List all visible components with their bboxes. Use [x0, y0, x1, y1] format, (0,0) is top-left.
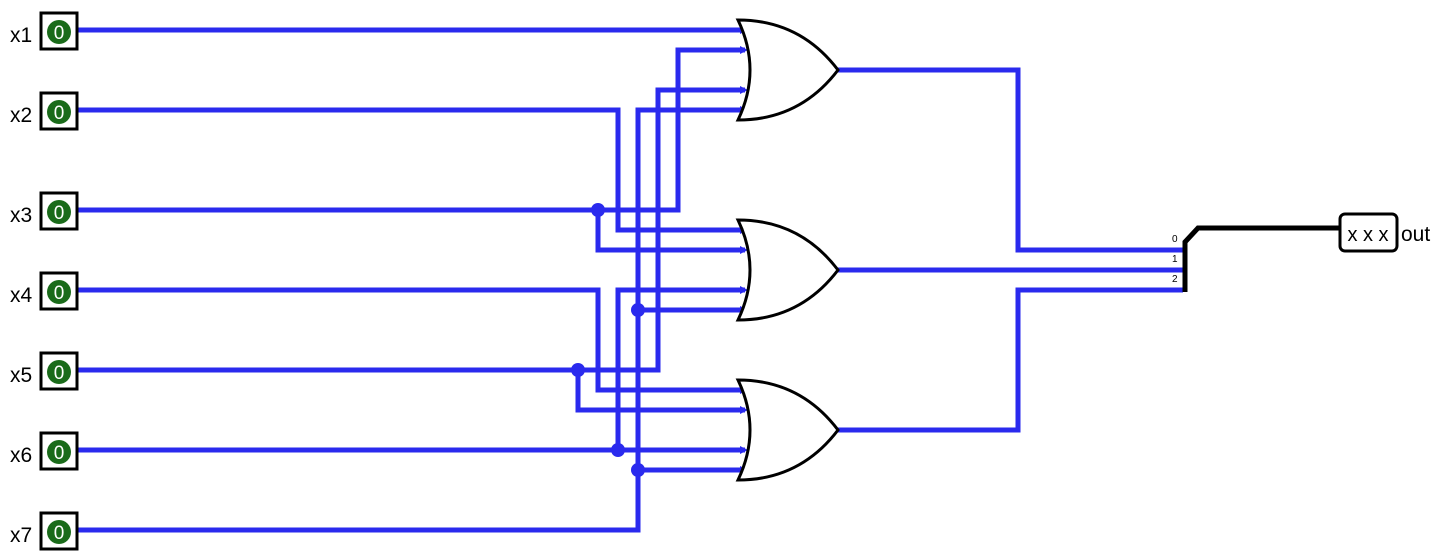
wire-x7	[78, 107, 745, 533]
junction-dot	[631, 463, 645, 477]
or-gate-2[interactable]	[735, 218, 840, 322]
pin-led	[47, 100, 71, 124]
pin-value: 0	[54, 203, 65, 224]
input-pin-x4[interactable]: x4 0	[10, 271, 79, 311]
junction-dot	[631, 303, 645, 317]
pin-label: x7	[10, 524, 32, 547]
pin-led	[47, 440, 71, 464]
input-pin-x1[interactable]: x1 0	[10, 11, 79, 51]
wire-x5-branch	[575, 370, 745, 413]
pin-label: x1	[10, 24, 32, 47]
output-probe[interactable]: x x x out	[1338, 212, 1430, 253]
junctions	[571, 203, 645, 477]
pin-led	[47, 200, 71, 224]
bus-wire	[1182, 225, 1342, 292]
pin-label: x4	[10, 284, 33, 307]
pin-value: 0	[54, 443, 65, 464]
input-pin-x7[interactable]: x7 0	[10, 511, 79, 551]
or-gate-1[interactable]	[735, 18, 840, 122]
input-pin-x5[interactable]: x5 0	[10, 351, 79, 391]
splitter-bit-2: 2	[1172, 274, 1178, 285]
wire-x3	[78, 47, 745, 213]
wire-gate3-out	[838, 287, 1183, 433]
pin-led	[47, 20, 71, 44]
junction-dot	[591, 203, 605, 217]
input-pin-x2[interactable]: x2 0	[10, 91, 79, 131]
pin-value: 0	[54, 523, 65, 544]
wires	[78, 27, 1183, 533]
output-value: x x x	[1347, 224, 1388, 246]
wire-x2	[78, 107, 745, 233]
input-pin-x6[interactable]: x6 0	[10, 431, 79, 471]
pin-label: x5	[10, 364, 32, 387]
wire-gate1-out	[838, 67, 1183, 253]
pin-label: x2	[10, 104, 32, 127]
pin-led	[47, 360, 71, 384]
pin-value: 0	[54, 363, 65, 384]
wire-x6-branch	[615, 287, 745, 450]
pin-label: x3	[10, 204, 32, 227]
input-pin-x3[interactable]: x3 0	[10, 191, 79, 231]
wire-x5	[78, 87, 745, 373]
splitter[interactable]: 0 1 2	[1172, 225, 1342, 292]
splitter-bit-0: 0	[1172, 234, 1178, 245]
pin-value: 0	[54, 23, 65, 44]
pin-value: 0	[54, 103, 65, 124]
wire-x4	[78, 287, 745, 393]
junction-dot	[611, 443, 625, 457]
wire-x3-branch	[595, 210, 745, 253]
pin-led	[47, 280, 71, 304]
or-gate-3[interactable]	[735, 378, 840, 482]
pin-value: 0	[54, 283, 65, 304]
junction-dot	[571, 363, 585, 377]
pin-led	[47, 520, 71, 544]
pin-label: x6	[10, 444, 32, 467]
output-label: out	[1401, 223, 1430, 246]
splitter-bit-1: 1	[1172, 254, 1178, 265]
